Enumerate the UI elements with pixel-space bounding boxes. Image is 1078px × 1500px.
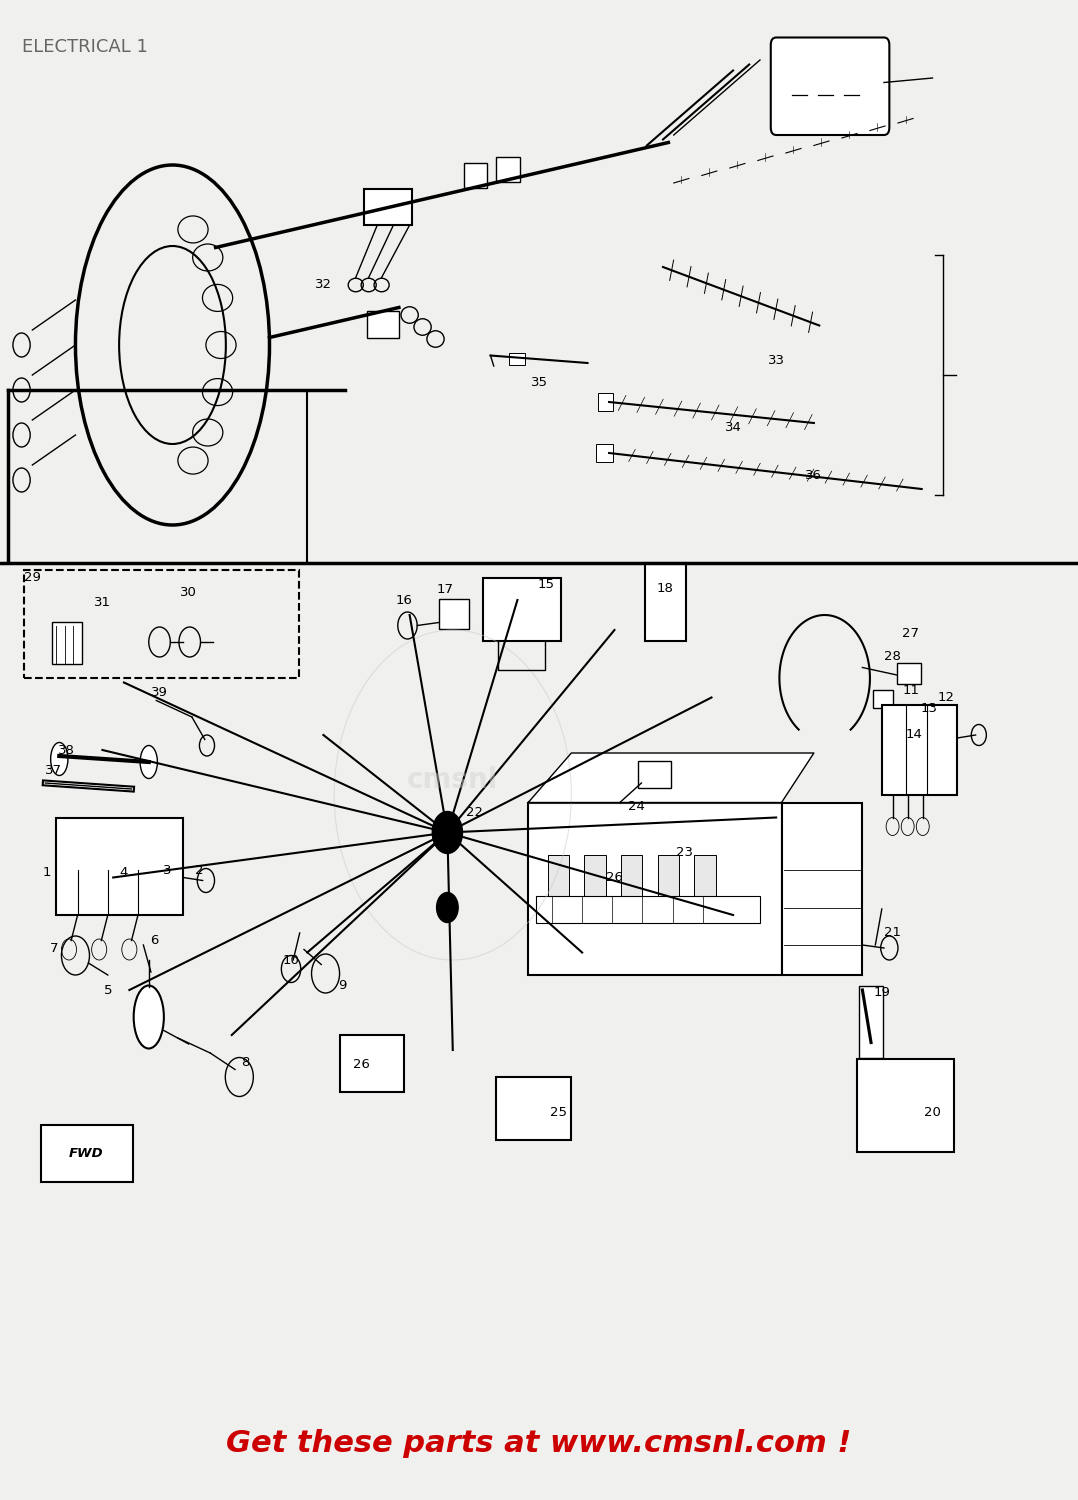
Bar: [596, 444, 613, 462]
Text: cmsnl: cmsnl: [407, 766, 498, 794]
Bar: [496, 1077, 571, 1140]
Text: FWD: FWD: [69, 1148, 103, 1160]
Text: 37: 37: [45, 765, 63, 777]
Text: 11: 11: [902, 684, 920, 696]
Text: 14: 14: [906, 729, 923, 741]
Text: 36: 36: [805, 470, 823, 482]
Text: 35: 35: [530, 376, 548, 388]
Bar: [859, 986, 883, 1058]
Text: 9: 9: [338, 980, 347, 992]
Ellipse shape: [134, 986, 164, 1048]
Text: 15: 15: [538, 579, 555, 591]
Text: 10: 10: [282, 954, 300, 966]
Text: 16: 16: [396, 594, 413, 606]
Text: 32: 32: [315, 279, 332, 291]
Text: 28: 28: [884, 651, 901, 663]
Text: 34: 34: [724, 422, 742, 434]
Bar: [621, 855, 642, 900]
Bar: [645, 562, 686, 640]
Bar: [694, 855, 716, 900]
Bar: [364, 189, 412, 225]
Text: 30: 30: [180, 586, 197, 598]
Bar: [584, 855, 606, 900]
Bar: [528, 802, 782, 975]
Bar: [873, 690, 893, 708]
Bar: [56, 818, 183, 915]
Text: 31: 31: [94, 597, 111, 609]
Text: 17: 17: [437, 584, 454, 596]
Bar: [857, 1059, 954, 1152]
Text: 22: 22: [466, 807, 483, 819]
FancyBboxPatch shape: [771, 38, 889, 135]
Bar: [509, 352, 525, 364]
Bar: [496, 158, 520, 182]
Text: 3: 3: [163, 864, 171, 876]
Text: 13: 13: [921, 702, 938, 714]
Bar: [882, 705, 957, 795]
Bar: [598, 393, 613, 411]
Text: 21: 21: [884, 927, 901, 939]
Bar: [340, 1035, 404, 1092]
Text: 26: 26: [606, 871, 623, 883]
Circle shape: [432, 812, 462, 853]
Text: 39: 39: [151, 687, 168, 699]
Circle shape: [437, 892, 458, 922]
Text: 12: 12: [938, 692, 955, 703]
Polygon shape: [528, 753, 814, 802]
Bar: [782, 802, 862, 975]
Ellipse shape: [51, 742, 68, 776]
Bar: [464, 164, 487, 188]
Bar: [536, 896, 760, 922]
Bar: [638, 760, 671, 788]
Text: 1: 1: [42, 867, 51, 879]
Bar: [24, 570, 299, 678]
Text: ELECTRICAL 1: ELECTRICAL 1: [22, 38, 148, 56]
Bar: [897, 663, 921, 684]
Text: 4: 4: [120, 867, 128, 879]
Bar: [483, 578, 561, 640]
Text: 26: 26: [353, 1059, 370, 1071]
Text: 20: 20: [924, 1107, 941, 1119]
Text: 6: 6: [150, 934, 158, 946]
Text: 38: 38: [58, 744, 75, 756]
Text: 19: 19: [873, 987, 890, 999]
Text: 24: 24: [627, 801, 645, 813]
Text: 29: 29: [24, 572, 41, 584]
Bar: [367, 310, 399, 338]
Text: 33: 33: [768, 354, 785, 366]
Bar: [548, 855, 569, 900]
Text: 5: 5: [103, 984, 112, 996]
Bar: [658, 855, 679, 900]
Text: Get these parts at www.cmsnl.com !: Get these parts at www.cmsnl.com !: [226, 1428, 852, 1458]
Bar: [41, 1125, 133, 1182]
Ellipse shape: [140, 746, 157, 778]
Text: 18: 18: [657, 582, 674, 594]
Text: 2: 2: [195, 864, 204, 876]
Bar: [439, 598, 469, 628]
Text: 23: 23: [676, 846, 693, 858]
Bar: [52, 622, 82, 664]
Text: 7: 7: [50, 942, 58, 954]
Text: 8: 8: [241, 1056, 250, 1068]
Text: 27: 27: [902, 627, 920, 639]
Text: 25: 25: [550, 1107, 567, 1119]
